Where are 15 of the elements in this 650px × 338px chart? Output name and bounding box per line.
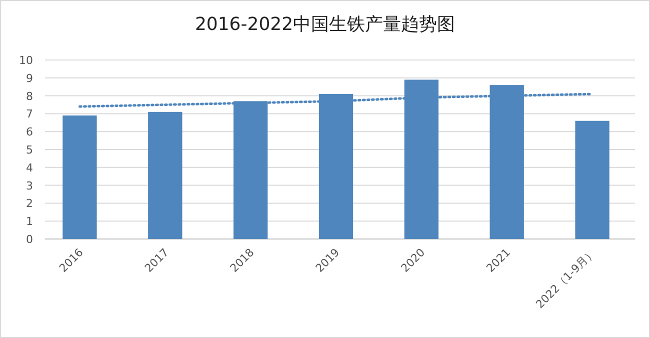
y-tick-label: 7 bbox=[26, 108, 33, 121]
y-tick-label: 3 bbox=[26, 179, 33, 192]
y-tick-label: 8 bbox=[26, 90, 33, 103]
y-tick-label: 6 bbox=[26, 126, 33, 139]
chart-title: 2016-2022中国生铁产量趋势图 bbox=[194, 14, 456, 35]
y-tick-label: 0 bbox=[26, 233, 33, 246]
y-tick-label: 2 bbox=[26, 197, 33, 210]
y-tick-label: 4 bbox=[26, 161, 33, 174]
bar bbox=[575, 120, 610, 239]
y-tick-label: 1 bbox=[26, 215, 33, 228]
y-tick-label: 10 bbox=[19, 54, 33, 67]
y-tick-label: 9 bbox=[26, 72, 33, 85]
bar bbox=[148, 112, 182, 239]
y-tick-label: 5 bbox=[26, 144, 33, 156]
bar bbox=[62, 115, 97, 239]
